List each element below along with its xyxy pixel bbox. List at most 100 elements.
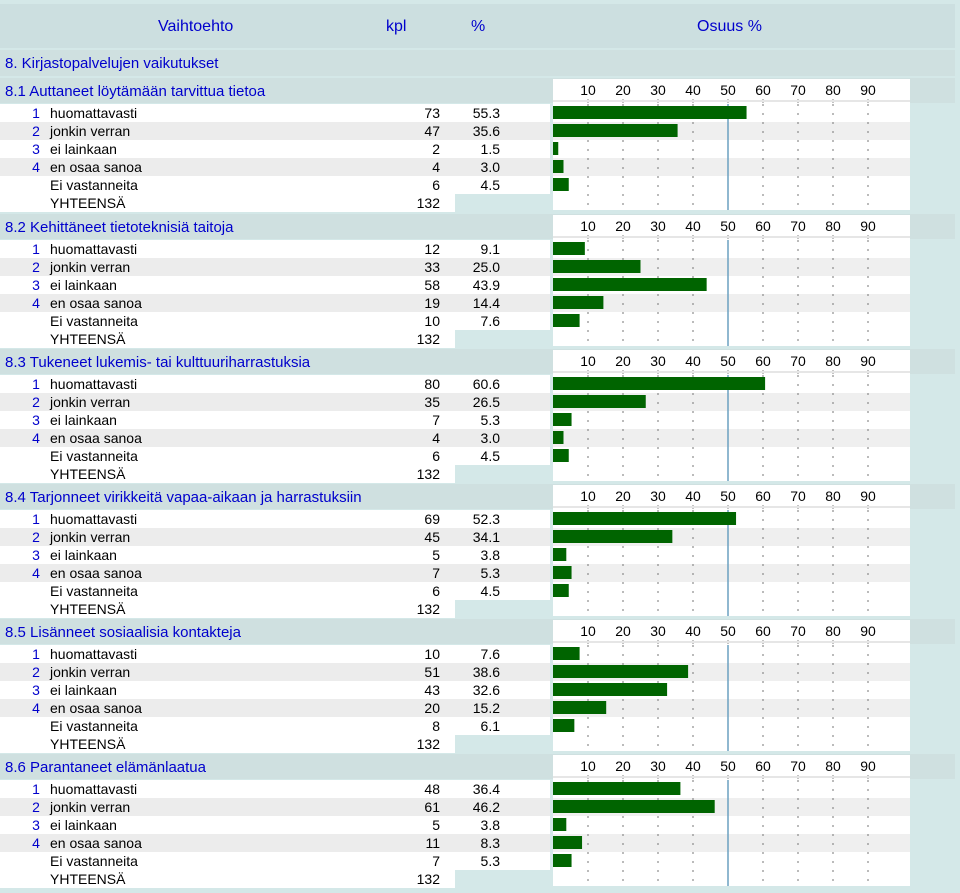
row-background: [0, 465, 455, 483]
option-label: Ei vastanneita: [50, 718, 138, 734]
row-background: [0, 294, 550, 312]
chart-row-stripe: [553, 834, 910, 852]
section-title: 8.6 Parantaneet elämänlaatua: [5, 759, 206, 776]
bar-chart: [553, 375, 910, 481]
option-label: Ei vastanneita: [50, 853, 138, 869]
bar-2-2: [553, 260, 641, 273]
axis-tick-label: 10: [580, 353, 596, 369]
axis-tick-label: 70: [790, 218, 806, 234]
row-background: [0, 645, 550, 663]
option-number: 3: [32, 141, 40, 157]
table-header: Vaihtoehto kpl % Osuus %: [0, 4, 955, 48]
percent-value: 15.2: [472, 700, 500, 716]
table-row: 2 jonkin verran 33 25.0: [0, 258, 955, 276]
axis-tick-label: 80: [825, 488, 841, 504]
bar-5-2: [553, 665, 689, 678]
bar-2-5: [553, 314, 580, 327]
option-label: huomattavasti: [50, 646, 138, 662]
percent-value: 3.8: [480, 817, 500, 833]
option-number: 4: [32, 430, 40, 446]
axis-tick-label: 20: [615, 758, 631, 774]
total-value: 132: [416, 601, 440, 617]
option-label: jonkin verran: [50, 394, 131, 410]
total-value: 132: [416, 466, 440, 482]
row-background: [0, 330, 455, 348]
percent-value: 1.5: [480, 141, 500, 157]
axis-tick-label: 40: [685, 758, 701, 774]
axis-tick-label: 90: [860, 623, 876, 639]
total-value: 132: [416, 195, 440, 211]
option-label: huomattavasti: [50, 781, 138, 797]
percent-value: 7.6: [480, 646, 500, 662]
option-number: 3: [32, 277, 40, 293]
axis-tick-label: 10: [580, 82, 596, 98]
total-label: YHTEENSÄ: [50, 331, 126, 347]
table-row: 3 ei lainkaan 5 3.8: [0, 816, 955, 834]
count-value: 7: [432, 853, 440, 869]
section-title: 8.2 Kehittäneet tietoteknisiä taitoja: [5, 219, 234, 236]
count-value: 4: [432, 159, 440, 175]
bar-3-1: [553, 377, 766, 390]
percent-value: 4.5: [480, 448, 500, 464]
count-value: 80: [424, 376, 440, 392]
chart-row-stripe: [553, 429, 910, 447]
row-background: [0, 104, 550, 122]
total-value: 132: [416, 871, 440, 887]
row-background: [0, 140, 550, 158]
option-number: 1: [32, 376, 40, 392]
axis-tick-label: 50: [720, 488, 736, 504]
axis-tick-label: 50: [720, 82, 736, 98]
option-label: jonkin verran: [50, 529, 131, 545]
option-label: en osaa sanoa: [50, 159, 142, 175]
bar-4-4: [553, 566, 572, 579]
count-value: 12: [424, 241, 440, 257]
option-number: 2: [32, 529, 40, 545]
percent-value: 4.5: [480, 177, 500, 193]
row-background: [0, 717, 550, 735]
table-row: 4 en osaa sanoa 11 8.3: [0, 834, 955, 852]
chart-row-stripe: [553, 258, 910, 276]
count-value: 5: [432, 817, 440, 833]
option-number: 1: [32, 105, 40, 121]
count-value: 58: [424, 277, 440, 293]
axis-tick-label: 10: [580, 758, 596, 774]
count-value: 20: [424, 700, 440, 716]
option-label: ei lainkaan: [50, 547, 117, 563]
table-row: 2 jonkin verran 35 26.5: [0, 393, 955, 411]
total-label: YHTEENSÄ: [50, 871, 126, 887]
axis-tick-label: 70: [790, 353, 806, 369]
percent-value: 3.0: [480, 430, 500, 446]
count-value: 43: [424, 682, 440, 698]
table-row: Ei vastanneita 10 7.6: [0, 312, 955, 330]
total-row: YHTEENSÄ 132: [0, 600, 955, 618]
count-value: 10: [424, 313, 440, 329]
chart-axis: 10 20 30 40 50 60 70 80 90: [553, 755, 910, 780]
count-value: 4: [432, 430, 440, 446]
axis-tick-label: 20: [615, 623, 631, 639]
percent-value: 52.3: [472, 511, 500, 527]
row-background: [0, 276, 550, 294]
chart-axis: 10 20 30 40 50 60 70 80 90: [553, 350, 910, 375]
percent-value: 5.3: [480, 412, 500, 428]
axis-tick-label: 40: [685, 623, 701, 639]
axis-tick-label: 10: [580, 218, 596, 234]
axis-tick-label: 30: [650, 353, 666, 369]
row-background: [0, 393, 550, 411]
table-row: 4 en osaa sanoa 19 14.4: [0, 294, 955, 312]
table-row: 1 huomattavasti 73 55.3: [0, 104, 955, 122]
row-background: [0, 852, 550, 870]
count-value: 69: [424, 511, 440, 527]
bar-chart: [553, 645, 910, 751]
axis-tick-label: 70: [790, 488, 806, 504]
row-background: [0, 834, 550, 852]
count-value: 35: [424, 394, 440, 410]
option-label: Ei vastanneita: [50, 583, 138, 599]
table-row: 1 huomattavasti 10 7.6: [0, 645, 955, 663]
table-row: 3 ei lainkaan 2 1.5: [0, 140, 955, 158]
bar-3-5: [553, 449, 569, 462]
chart-row-stripe: [553, 699, 910, 717]
percent-value: 5.3: [480, 853, 500, 869]
bar-2-4: [553, 296, 604, 309]
axis-tick-label: 40: [685, 82, 701, 98]
percent-value: 8.3: [480, 835, 500, 851]
